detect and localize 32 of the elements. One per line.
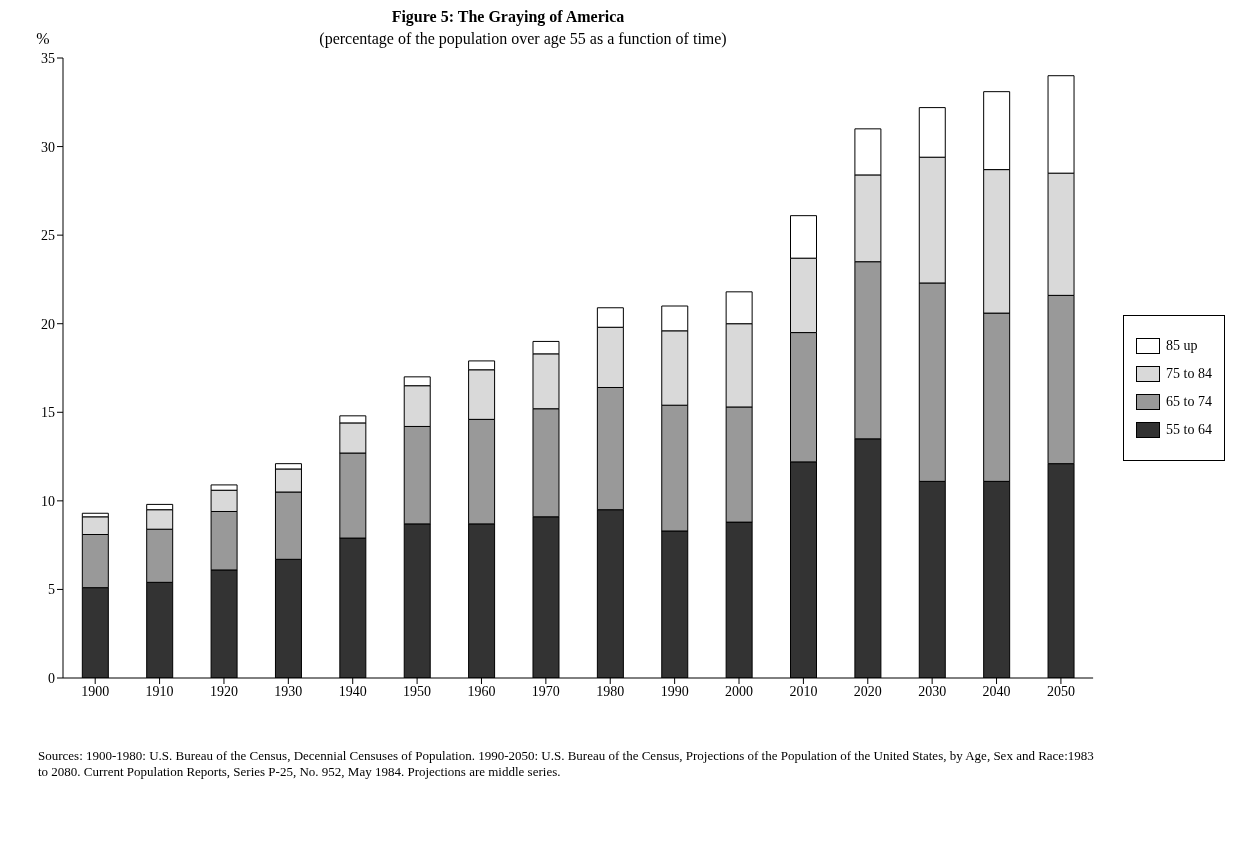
y-tick-label: 35 [41,50,55,66]
y-tick-label: 15 [41,405,55,421]
x-tick-label: 1990 [660,683,689,699]
y-tick-label: 25 [41,228,55,244]
y-tick-label: 0 [48,670,55,686]
y-tick-label: 5 [48,582,55,598]
x-tick-label: 2000 [725,683,754,699]
x-tick-label: 1900 [81,683,110,699]
x-tick-label: 2040 [982,683,1011,699]
x-tick-label: 1940 [338,683,367,699]
x-tick-label: 1910 [145,683,174,699]
x-tick-label: 2020 [853,683,882,699]
legend-label: 65 to 74 [1166,394,1212,410]
chart-subtitle: (percentage of the population over age 55 as a function of time) [318,30,728,48]
chart-title: Figure 5: The Graying of America [390,8,626,26]
y-tick-label: 10 [41,493,55,509]
source-note: Sources: 1900-1980: U.S. Bureau of the Census, Decennial Censuses of Population. 1990-2050: U.S. Bureau of the Census, Projections of the Population of the United States, by Age, Sex and Race:1983 to 2080. Current Population Reports, Series P-25, No. 952, May 1984. Projections are middle series. [38,748,1095,781]
y-tick-label: 20 [41,316,55,332]
x-tick-label: 1960 [467,683,496,699]
x-tick-label: 1930 [274,683,303,699]
y-axis-title: % [35,30,51,48]
x-tick-label: 2010 [789,683,818,699]
x-tick-label: 1980 [596,683,625,699]
y-tick-label: 30 [41,139,55,155]
legend-label: 55 to 64 [1166,422,1212,438]
x-tick-label: 1970 [531,683,560,699]
legend-label: 85 up [1166,338,1198,354]
x-tick-label: 1920 [209,683,238,699]
x-tick-label: 2050 [1046,683,1075,699]
x-tick-label: 1950 [403,683,432,699]
x-tick-label: 2030 [918,683,947,699]
legend-label: 75 to 84 [1166,366,1212,382]
